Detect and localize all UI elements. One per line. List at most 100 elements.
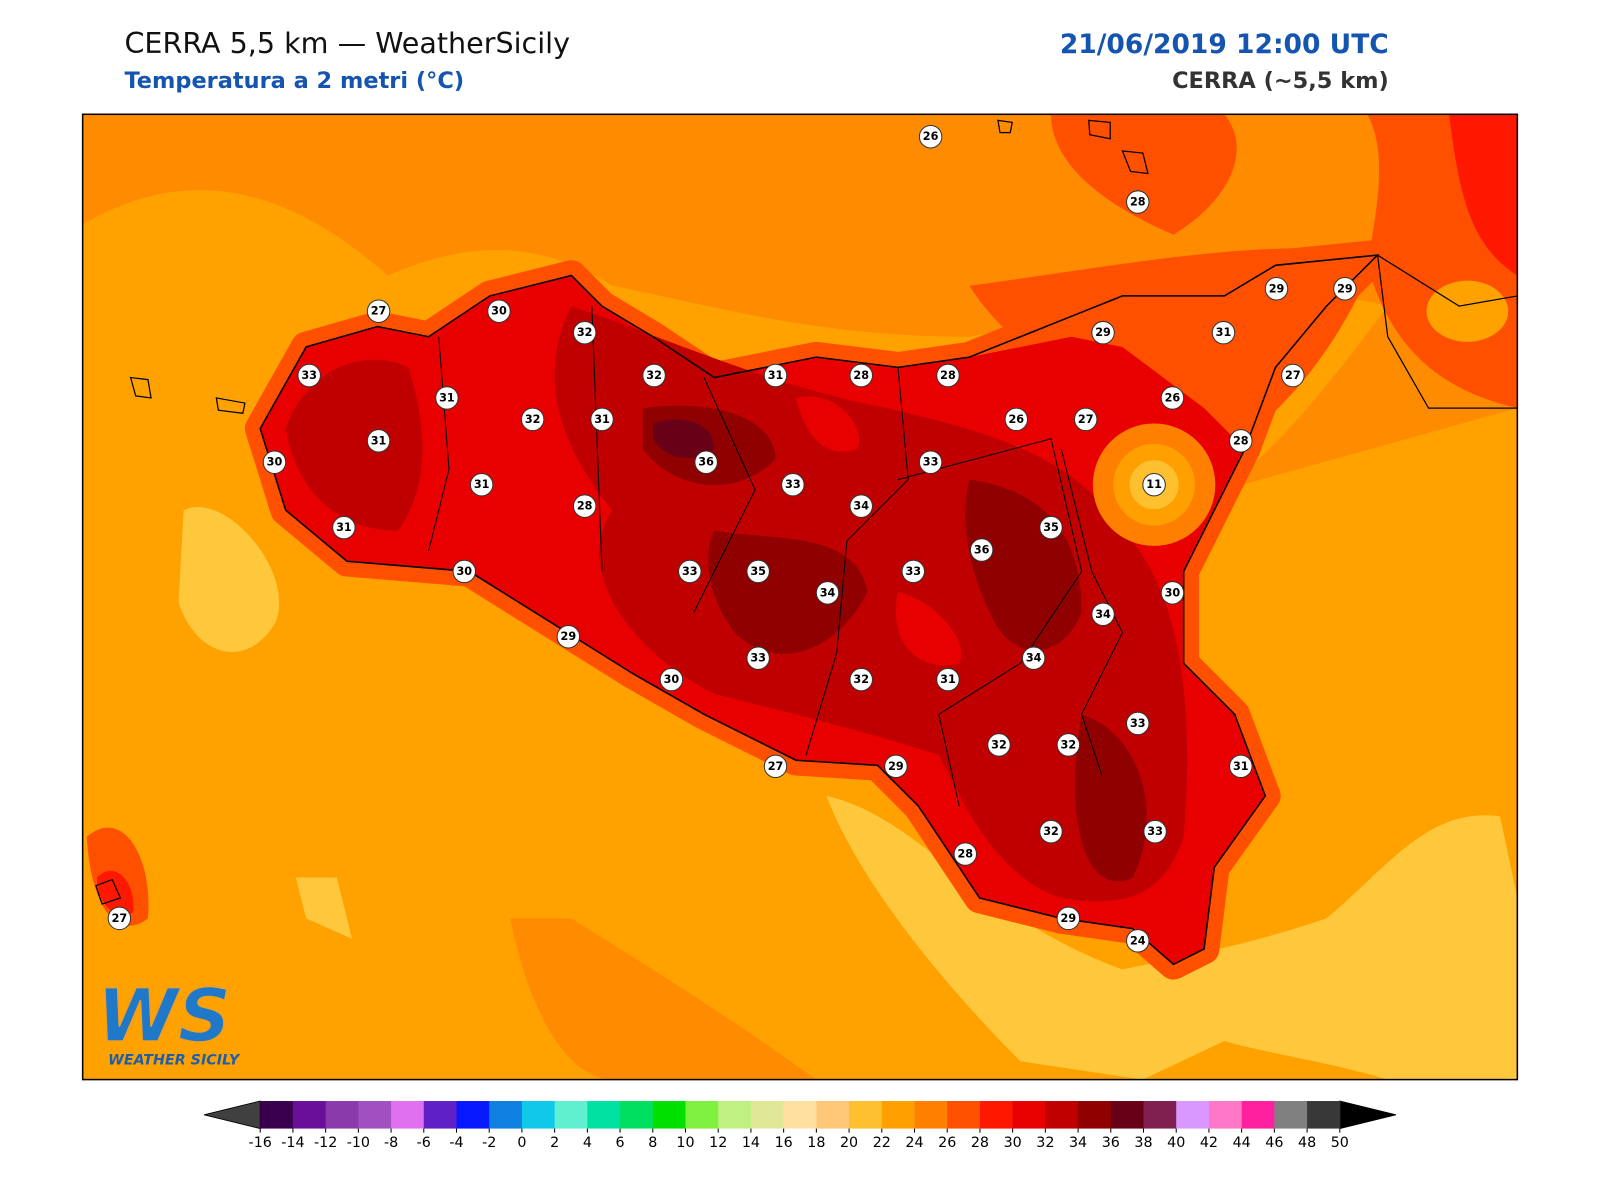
station-value: 31 (439, 391, 455, 404)
station: 33 (1143, 819, 1167, 844)
station: 30 (659, 667, 684, 692)
station-marker (746, 559, 770, 584)
station-value: 33 (785, 478, 801, 491)
station: 27 (1073, 407, 1098, 432)
station-value: 33 (1130, 717, 1146, 730)
station-value: 32 (525, 413, 541, 426)
core (285, 359, 423, 531)
station-value: 29 (888, 760, 904, 773)
station-value: 33 (1147, 825, 1163, 838)
station-value: 33 (923, 456, 939, 469)
station: 34 (1091, 602, 1115, 627)
colorbar-label: 24 (905, 1135, 923, 1151)
station-value: 32 (577, 326, 593, 339)
station: 31 (1229, 754, 1253, 779)
station-marker (572, 320, 597, 345)
subtitle: Temperatura a 2 metri (°C) (124, 68, 464, 94)
station-value: 27 (1078, 413, 1094, 426)
colorbar-label: 38 (1134, 1135, 1152, 1151)
warm-patch (178, 506, 280, 653)
colorbar-swatch (914, 1101, 948, 1129)
station: 33 (1126, 711, 1150, 736)
colorbar-label: 6 (616, 1135, 625, 1151)
station: 28 (1229, 429, 1253, 453)
station-marker (1126, 929, 1150, 953)
station-marker (1056, 906, 1081, 931)
colorbar-swatch (1274, 1101, 1308, 1129)
station: 33 (901, 559, 925, 584)
station-value: 34 (1095, 608, 1111, 621)
station-value: 28 (577, 500, 593, 513)
colorbar-swatch (1241, 1101, 1275, 1129)
colorbar-swatch (391, 1101, 425, 1129)
colorbar-label: 0 (517, 1135, 526, 1151)
colorbar-label: 8 (648, 1135, 657, 1151)
station: 29 (556, 625, 581, 649)
station: 29 (884, 754, 908, 779)
colorbar-swatch (260, 1101, 294, 1129)
colorbar-label: 28 (971, 1135, 989, 1151)
station: 27 (366, 299, 391, 323)
station-marker (694, 450, 718, 474)
station: 28 (953, 842, 978, 866)
station: 32 (1039, 819, 1063, 844)
station-value: 30 (491, 305, 507, 318)
station-value: 32 (853, 673, 869, 686)
station-marker (849, 363, 873, 388)
colorbar-swatch (1045, 1101, 1079, 1129)
station: 32 (520, 407, 545, 432)
station-value: 29 (1095, 326, 1111, 339)
station: 29 (1264, 277, 1289, 301)
station-marker (678, 559, 702, 584)
station: 26 (918, 125, 943, 149)
colorbar-label: 32 (1036, 1135, 1054, 1151)
station-marker (1039, 515, 1063, 540)
station: 33 (918, 450, 943, 474)
station: 34 (849, 494, 873, 518)
station: 30 (1160, 581, 1185, 605)
colorbar-swatch (1078, 1101, 1112, 1129)
colorbar-label: 40 (1167, 1135, 1185, 1151)
station-value: 26 (1009, 413, 1025, 426)
station-marker (366, 429, 391, 453)
station-value: 36 (974, 544, 990, 557)
station-value: 35 (750, 565, 766, 578)
colorbar-label: 30 (1004, 1135, 1022, 1151)
station-marker (297, 363, 321, 388)
station-value: 30 (456, 565, 472, 578)
warm-patch (295, 877, 353, 939)
station: 35 (746, 559, 770, 584)
station-marker (107, 906, 132, 931)
colorbar-label: 22 (873, 1135, 891, 1151)
station: 31 (590, 407, 614, 432)
station-marker (452, 559, 477, 584)
colorbar-swatch (718, 1101, 752, 1129)
logo: WS WEATHER SICILY (96, 973, 241, 1068)
station-value: 28 (957, 848, 973, 861)
colorbar-label: -10 (347, 1135, 370, 1151)
station-value: 27 (371, 305, 387, 318)
logo-text: WEATHER SICILY (108, 1052, 241, 1068)
station-value: 26 (1165, 391, 1181, 404)
station-marker (849, 494, 873, 518)
station: 33 (746, 646, 770, 670)
station-marker (1004, 407, 1029, 432)
colorbar-swatch (587, 1101, 621, 1129)
station-marker (1333, 277, 1357, 301)
colorbar-label: -14 (281, 1135, 304, 1151)
station-value: 30 (1165, 586, 1181, 599)
stations: 26 28 27 30 32 29 29 33 32 31 28 28 29 31 27 31 32 31 31 26… (107, 125, 1357, 953)
colorbar-label: -8 (384, 1135, 398, 1151)
station: 33 (297, 363, 321, 388)
station-marker (918, 450, 943, 474)
colorbar-swatch (979, 1101, 1014, 1129)
station-value: 34 (853, 500, 869, 513)
station-marker (1264, 277, 1289, 301)
station: 31 (763, 363, 788, 388)
station-value: 34 (820, 586, 836, 599)
station-marker (815, 581, 840, 605)
station: 32 (1056, 733, 1081, 757)
station-value: 28 (853, 369, 869, 382)
station: 26 (1004, 407, 1029, 432)
